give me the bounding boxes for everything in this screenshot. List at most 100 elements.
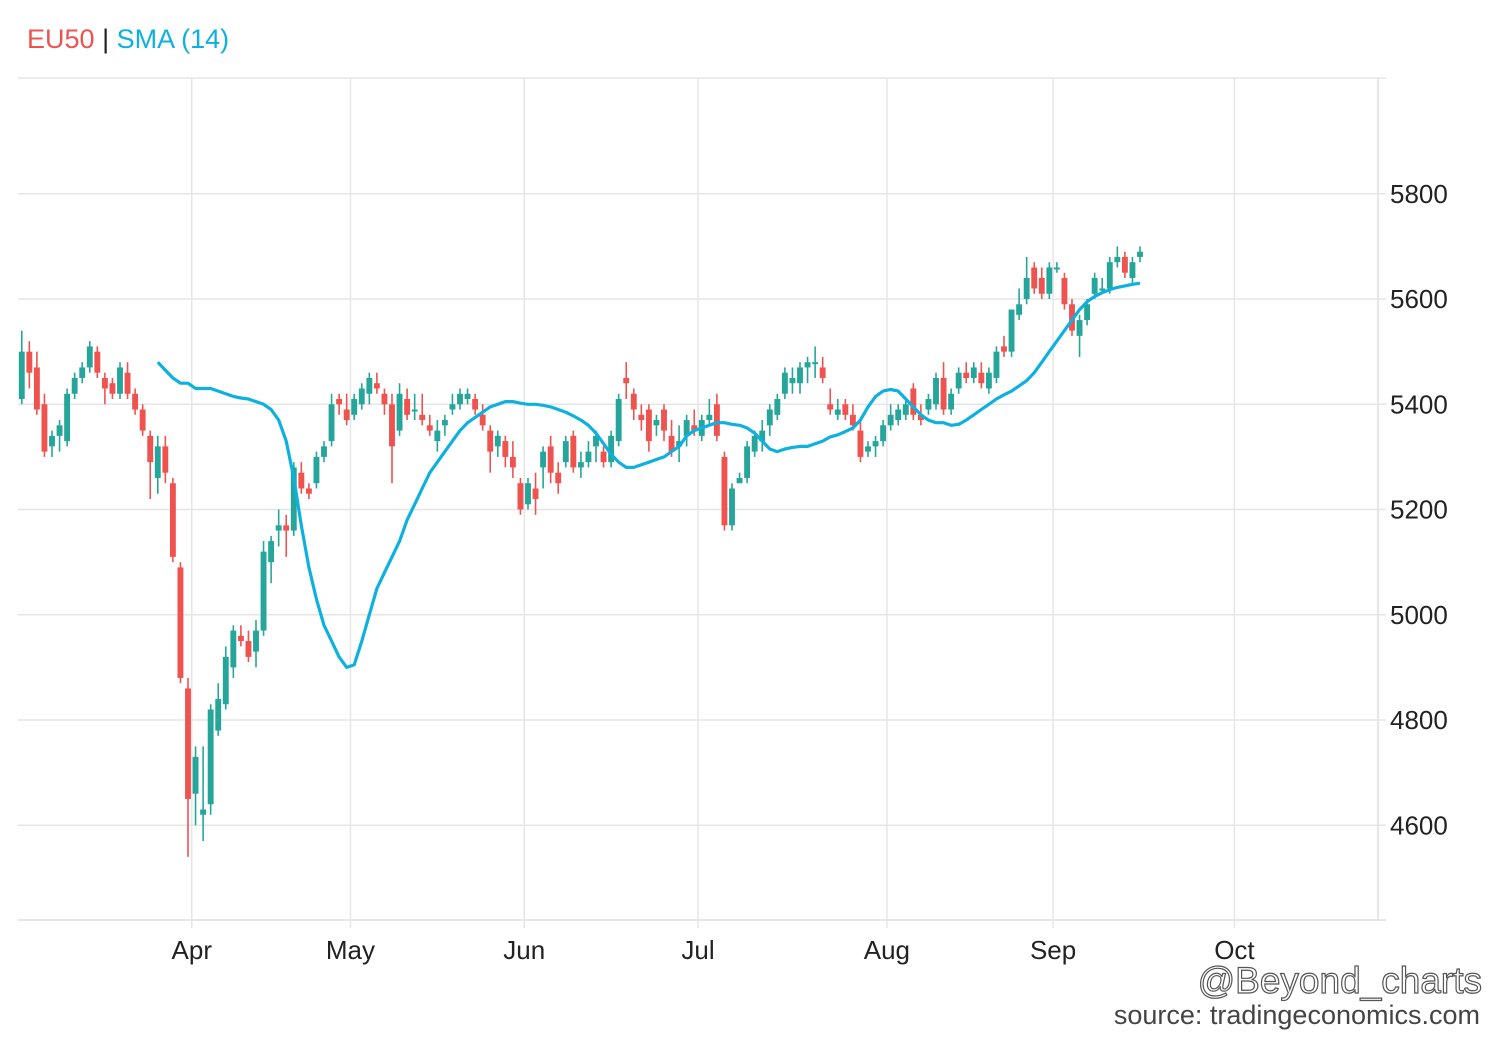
candle-body: [683, 420, 690, 436]
y-tick-label: 4800: [1390, 705, 1448, 735]
candle-body: [880, 425, 887, 442]
candle-body: [1084, 304, 1091, 321]
x-tick-label: May: [326, 935, 375, 965]
candle-body: [562, 441, 569, 463]
candle-body: [290, 467, 297, 531]
candle-body: [638, 414, 645, 421]
candle-body: [661, 409, 667, 431]
watermark: @Beyond_charts: [1197, 959, 1483, 1001]
legend-symbol[interactable]: EU50: [27, 24, 95, 54]
candle-body: [283, 525, 290, 531]
candle-body: [804, 362, 811, 368]
candle-body: [124, 372, 131, 394]
x-tick-label: Jun: [503, 935, 545, 965]
candle-body: [993, 351, 1000, 378]
candle-body: [404, 399, 411, 415]
candle-body: [18, 351, 25, 400]
candle-body: [298, 472, 305, 489]
candle-body: [917, 414, 924, 421]
candle-body: [132, 393, 139, 410]
candle-body: [630, 393, 637, 410]
legend-indicator[interactable]: SMA (14): [116, 24, 230, 54]
y-tick-label: 5000: [1390, 600, 1448, 630]
candle-body: [457, 393, 463, 405]
candle-body: [449, 404, 456, 410]
candle-body: [849, 414, 856, 426]
candle-body: [313, 456, 320, 484]
candle-body: [1038, 277, 1045, 294]
candle-body: [751, 435, 758, 452]
candle-body: [411, 409, 418, 412]
candle-body: [268, 541, 275, 563]
candle-body: [668, 435, 675, 452]
candle-body: [185, 688, 191, 799]
candle-body: [328, 404, 335, 442]
candle-body: [623, 377, 630, 384]
candle-body: [1061, 277, 1068, 305]
candle-body: [434, 430, 441, 442]
x-tick-label: Jul: [681, 935, 714, 965]
candle-body: [358, 388, 365, 405]
y-tick-label: 5800: [1390, 179, 1448, 209]
candle-body: [351, 399, 358, 415]
candle-body: [570, 435, 577, 468]
candle-body: [396, 393, 403, 431]
candle-body: [147, 435, 154, 463]
candle-body: [940, 377, 947, 410]
candle-body: [336, 399, 343, 405]
candle-body: [502, 441, 509, 457]
candle-body: [1001, 346, 1007, 352]
candle-body: [472, 399, 479, 410]
candle-body: [426, 425, 433, 431]
sma-line: [156, 281, 1141, 669]
candle-body: [812, 362, 819, 365]
candle-body: [509, 456, 516, 468]
candle-body: [615, 399, 622, 442]
candle-body: [222, 656, 229, 705]
candle-body: [305, 488, 312, 494]
candle-body: [1008, 309, 1015, 352]
candle-body: [215, 698, 222, 731]
candle-body: [525, 483, 531, 505]
source-credit: source: tradingeconomics.com: [1113, 1000, 1480, 1030]
x-tick-label: Aug: [864, 935, 910, 965]
legend-separator: |: [102, 24, 110, 54]
candle-body: [1106, 262, 1113, 289]
candle-body: [109, 383, 116, 394]
candle-body: [1129, 262, 1136, 278]
candle-body: [245, 641, 252, 657]
candle-body: [94, 351, 101, 373]
candle-body: [1053, 267, 1060, 270]
candle-body: [177, 567, 184, 678]
candle-body: [895, 409, 902, 421]
candle-body: [117, 367, 123, 394]
candle-body: [963, 372, 970, 378]
candle-body: [985, 372, 992, 389]
candle-body: [253, 630, 259, 652]
candle-body: [86, 346, 93, 368]
candle-body: [653, 420, 660, 426]
candle-body: [71, 377, 78, 394]
candle-body: [64, 393, 71, 442]
candle-body: [275, 525, 282, 531]
chart-legend: EU50 | SMA (14): [27, 24, 229, 55]
candle-body: [1016, 304, 1023, 315]
candle-body: [872, 441, 879, 447]
x-tick-label: Oct: [1214, 935, 1255, 965]
candle-body: [517, 483, 524, 510]
candle-body: [532, 488, 539, 499]
candle-body: [555, 472, 562, 484]
candle-body: [479, 414, 486, 426]
candle-body: [464, 393, 471, 400]
x-axis: Apr May Jun Jul Aug Sep Oct: [172, 935, 1256, 965]
candle-body: [33, 367, 40, 410]
y-tick-label: 5200: [1390, 495, 1448, 525]
candle-body: [169, 483, 176, 557]
candle-body: [706, 414, 713, 421]
candle-body: [834, 409, 841, 415]
candle-body: [1137, 251, 1143, 257]
candle-body: [1099, 288, 1106, 291]
x-tick-label: Sep: [1030, 935, 1076, 965]
candle-body: [41, 404, 48, 452]
